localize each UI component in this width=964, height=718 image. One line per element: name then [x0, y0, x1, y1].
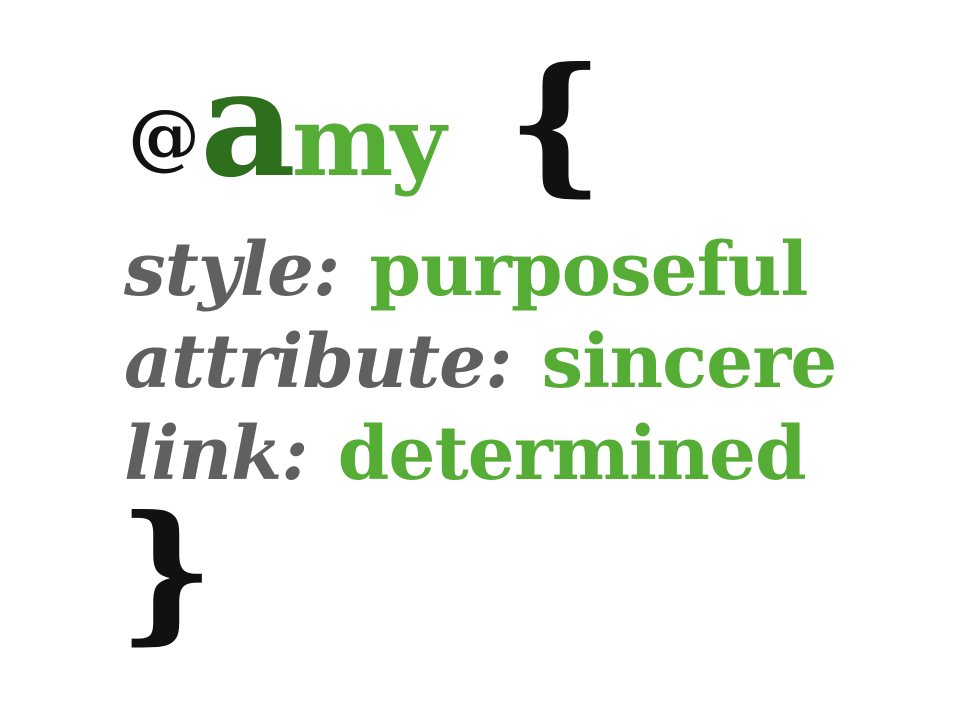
- value-purposeful: purposeful: [369, 227, 808, 313]
- declaration-link: link: determined: [124, 408, 836, 500]
- selector-heading: @ a my {: [128, 48, 604, 198]
- property-link: link:: [124, 411, 309, 497]
- at-symbol: @: [128, 93, 200, 178]
- declaration-attribute: attribute: sincere: [124, 316, 838, 408]
- name-rest: my: [291, 85, 446, 198]
- close-brace: }: [118, 483, 215, 659]
- property-style: style:: [124, 227, 340, 313]
- value-determined: determined: [337, 411, 807, 497]
- declaration-block: style: purposeful attribute: sincere link:…: [124, 224, 838, 500]
- declaration-style: style: purposeful: [124, 224, 836, 316]
- open-brace: {: [507, 35, 604, 211]
- property-attribute: attribute:: [124, 319, 513, 405]
- name-initial: a: [200, 36, 296, 210]
- value-sincere: sincere: [541, 319, 838, 405]
